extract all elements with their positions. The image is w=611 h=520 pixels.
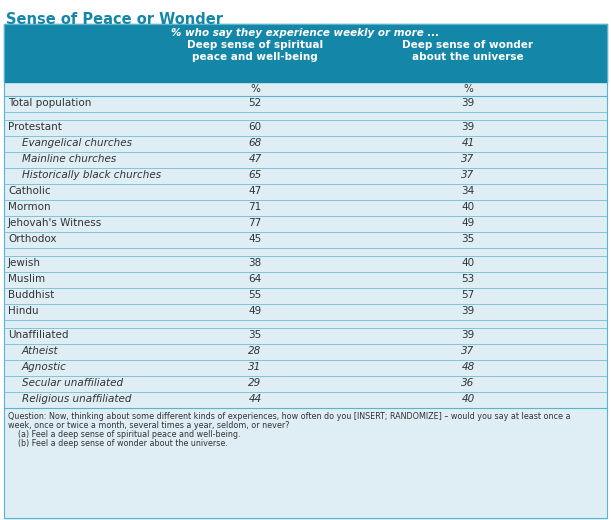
Text: 49: 49 <box>461 218 475 228</box>
Text: 39: 39 <box>461 306 475 316</box>
Bar <box>4 232 607 248</box>
Text: 53: 53 <box>461 274 475 284</box>
Text: Muslim: Muslim <box>8 274 45 284</box>
Bar <box>4 184 607 200</box>
Text: Deep sense of spiritual
peace and well-being: Deep sense of spiritual peace and well-b… <box>187 40 323 61</box>
Bar <box>4 288 607 304</box>
Text: 38: 38 <box>249 258 262 268</box>
Text: Mormon: Mormon <box>8 202 51 212</box>
Bar <box>4 328 607 344</box>
Text: Jewish: Jewish <box>8 258 41 268</box>
Bar <box>4 360 607 376</box>
Bar <box>4 96 607 112</box>
Bar <box>4 408 607 520</box>
Text: 60: 60 <box>249 122 262 132</box>
Text: 36: 36 <box>461 378 475 388</box>
Text: 45: 45 <box>249 234 262 244</box>
Text: Secular unaffiliated: Secular unaffiliated <box>22 378 123 388</box>
Bar <box>4 136 607 152</box>
Text: 48: 48 <box>461 362 475 372</box>
Text: (a) Feel a deep sense of spiritual peace and well-being.: (a) Feel a deep sense of spiritual peace… <box>8 430 241 439</box>
Text: 71: 71 <box>249 202 262 212</box>
Text: 39: 39 <box>461 330 475 340</box>
Text: Evangelical churches: Evangelical churches <box>22 138 132 148</box>
Text: 44: 44 <box>249 394 262 404</box>
Text: Historically black churches: Historically black churches <box>22 170 161 180</box>
Text: 49: 49 <box>249 306 262 316</box>
Bar <box>4 216 607 232</box>
Text: % who say they experience weekly or more ...: % who say they experience weekly or more… <box>171 28 440 38</box>
Text: 37: 37 <box>461 154 475 164</box>
Text: 40: 40 <box>461 258 475 268</box>
Text: 37: 37 <box>461 170 475 180</box>
Text: Hindu: Hindu <box>8 306 38 316</box>
Text: 68: 68 <box>249 138 262 148</box>
Text: 35: 35 <box>461 234 475 244</box>
Text: 47: 47 <box>249 154 262 164</box>
Text: Mainline churches: Mainline churches <box>22 154 116 164</box>
Text: 52: 52 <box>249 98 262 108</box>
Bar <box>4 82 607 96</box>
Bar <box>4 256 607 272</box>
Bar <box>4 168 607 184</box>
Text: Orthodox: Orthodox <box>8 234 56 244</box>
Bar <box>4 248 607 256</box>
Text: Jehovah's Witness: Jehovah's Witness <box>8 218 102 228</box>
Bar <box>4 120 607 136</box>
Bar <box>4 200 607 216</box>
Text: (b) Feel a deep sense of wonder about the universe.: (b) Feel a deep sense of wonder about th… <box>8 439 228 448</box>
Bar <box>4 152 607 168</box>
Text: 34: 34 <box>461 186 475 196</box>
Text: 57: 57 <box>461 290 475 300</box>
Bar <box>4 112 607 120</box>
Text: 28: 28 <box>249 346 262 356</box>
Text: 64: 64 <box>249 274 262 284</box>
Bar <box>4 376 607 392</box>
Text: Catholic: Catholic <box>8 186 51 196</box>
Bar <box>4 304 607 320</box>
Text: Atheist: Atheist <box>22 346 59 356</box>
Text: 40: 40 <box>461 202 475 212</box>
Text: 41: 41 <box>461 138 475 148</box>
Text: 29: 29 <box>249 378 262 388</box>
Text: Agnostic: Agnostic <box>22 362 67 372</box>
Text: 39: 39 <box>461 122 475 132</box>
Text: %: % <box>463 84 473 94</box>
Text: Question: Now, thinking about some different kinds of experiences, how often do : Question: Now, thinking about some diffe… <box>8 412 571 421</box>
Text: 35: 35 <box>249 330 262 340</box>
Text: Total population: Total population <box>8 98 92 108</box>
Bar <box>4 392 607 408</box>
Text: 55: 55 <box>249 290 262 300</box>
Text: 39: 39 <box>461 98 475 108</box>
Text: 31: 31 <box>249 362 262 372</box>
Text: Protestant: Protestant <box>8 122 62 132</box>
Bar <box>4 272 607 288</box>
Bar <box>4 24 607 82</box>
Text: 47: 47 <box>249 186 262 196</box>
Text: Buddhist: Buddhist <box>8 290 54 300</box>
Text: week, once or twice a month, several times a year, seldom, or never?: week, once or twice a month, several tim… <box>8 421 290 430</box>
Text: Deep sense of wonder
about the universe: Deep sense of wonder about the universe <box>403 40 533 61</box>
Text: 40: 40 <box>461 394 475 404</box>
Text: Sense of Peace or Wonder: Sense of Peace or Wonder <box>6 12 223 27</box>
Text: 65: 65 <box>249 170 262 180</box>
Text: 37: 37 <box>461 346 475 356</box>
Bar <box>4 344 607 360</box>
Text: Unaffiliated: Unaffiliated <box>8 330 68 340</box>
Text: 77: 77 <box>249 218 262 228</box>
Bar <box>4 320 607 328</box>
Text: %: % <box>250 84 260 94</box>
Text: Religious unaffiliated: Religious unaffiliated <box>22 394 131 404</box>
